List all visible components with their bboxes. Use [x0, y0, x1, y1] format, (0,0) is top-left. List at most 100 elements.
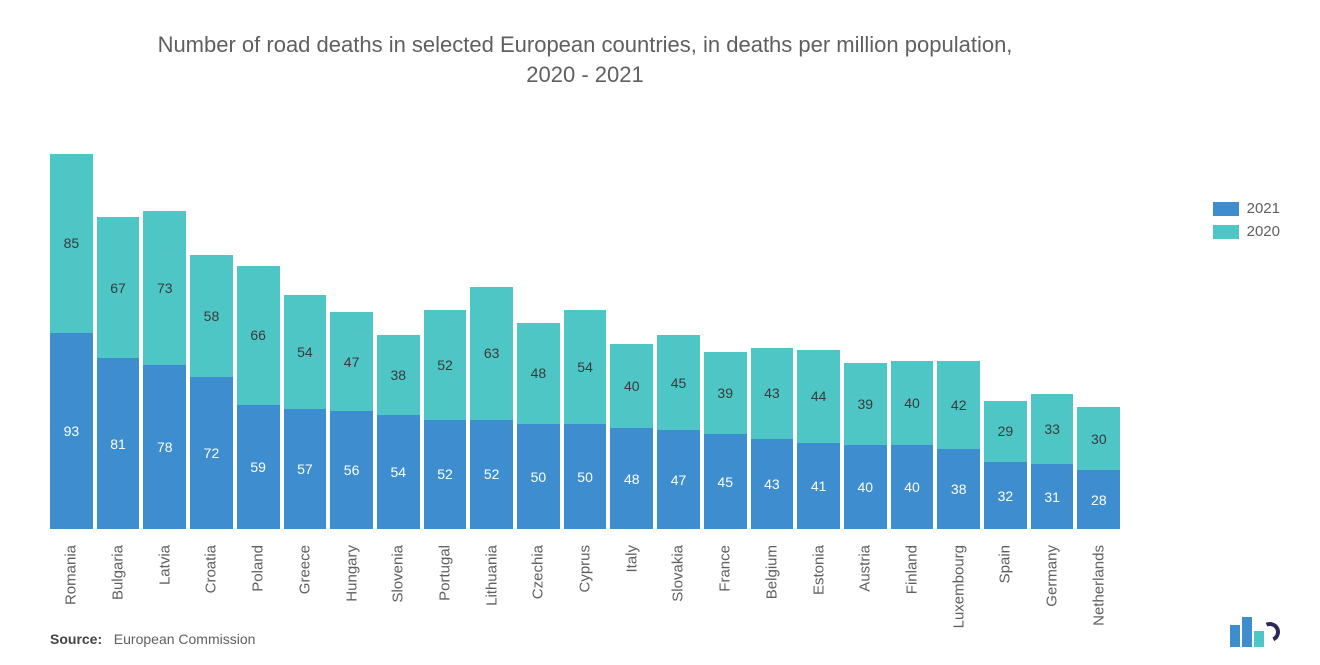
bar-segment-2020: 43: [751, 348, 794, 439]
bar-stack: 4039: [844, 149, 887, 529]
bar-stack: 5252: [424, 149, 467, 529]
chart-container: Number of road deaths in selected Europe…: [0, 0, 1320, 665]
bar-segment-2021: 52: [470, 420, 513, 530]
x-axis-label: Greece: [296, 537, 313, 594]
bar-segment-2021: 57: [284, 409, 327, 529]
bar-group: 5054Cyprus: [564, 149, 607, 529]
bar-segment-2021: 38: [937, 449, 980, 529]
bar-group: 4343Belgium: [751, 149, 794, 529]
bar-group: 5647Hungary: [330, 149, 373, 529]
bar-stack: 4040: [891, 149, 934, 529]
legend-item-2021: 2021: [1213, 200, 1280, 217]
x-axis-label: Italy: [623, 537, 640, 573]
bar-segment-2021: 43: [751, 439, 794, 530]
bar-segment-2021: 52: [424, 420, 467, 530]
brand-logo: [1230, 617, 1280, 647]
bar-stack: 8167: [97, 149, 140, 529]
chart-title: Number of road deaths in selected Europe…: [135, 30, 1035, 89]
x-axis-label: Hungary: [343, 537, 360, 602]
bar-segment-2021: 45: [704, 434, 747, 529]
x-axis-label: Slovenia: [390, 537, 407, 603]
bar-segment-2020: 85: [50, 154, 93, 333]
bar-segment-2020: 33: [1031, 394, 1074, 464]
x-axis-label: Spain: [997, 537, 1014, 583]
bar-stack: 3842: [937, 149, 980, 529]
bar-stack: 5054: [564, 149, 607, 529]
bar-group: 7873Latvia: [143, 149, 186, 529]
bar-group: 5966Poland: [237, 149, 280, 529]
bar-segment-2021: 54: [377, 415, 420, 529]
bar-group: 2830Netherlands: [1077, 149, 1120, 529]
bar-group: 4539France: [704, 149, 747, 529]
bar-stack: 4745: [657, 149, 700, 529]
bar-segment-2020: 38: [377, 335, 420, 415]
bar-segment-2021: 72: [190, 377, 233, 529]
source-prefix: Source:: [50, 631, 102, 647]
bar-segment-2020: 54: [284, 295, 327, 409]
legend-label-2020: 2020: [1247, 223, 1280, 240]
source-text: European Commission: [114, 631, 256, 647]
bar-segment-2020: 44: [797, 350, 840, 443]
bar-segment-2021: 81: [97, 358, 140, 529]
bar-group: 4745Slovakia: [657, 149, 700, 529]
x-axis-label: Estonia: [810, 537, 827, 595]
bar-segment-2021: 50: [564, 424, 607, 530]
x-axis-label: Luxembourg: [950, 537, 967, 628]
bar-segment-2021: 78: [143, 365, 186, 530]
x-axis-label: Latvia: [156, 537, 173, 585]
bar-group: 9385Romania: [50, 149, 93, 529]
bar-group: 5438Slovenia: [377, 149, 420, 529]
bar-group: 7258Croatia: [190, 149, 233, 529]
x-axis-label: Romania: [63, 537, 80, 605]
bar-stack: 4539: [704, 149, 747, 529]
x-axis-label: Slovakia: [670, 537, 687, 602]
bar-plot: 9385Romania8167Bulgaria7873Latvia7258Cro…: [50, 149, 1120, 529]
bar-group: 3842Luxembourg: [937, 149, 980, 529]
bar-segment-2021: 50: [517, 424, 560, 530]
bar-group: 4039Austria: [844, 149, 887, 529]
bar-group: 5754Greece: [284, 149, 327, 529]
bar-group: 3133Germany: [1031, 149, 1074, 529]
bar-segment-2020: 40: [610, 344, 653, 428]
x-axis-label: Lithuania: [483, 537, 500, 606]
bar-group: 3229Spain: [984, 149, 1027, 529]
bar-stack: 5048: [517, 149, 560, 529]
bar-segment-2020: 39: [704, 352, 747, 434]
bar-stack: 5966: [237, 149, 280, 529]
bar-segment-2021: 40: [844, 445, 887, 529]
legend: 2021 2020: [1213, 200, 1280, 246]
legend-label-2021: 2021: [1247, 200, 1280, 217]
bar-stack: 4144: [797, 149, 840, 529]
bar-group: 5252Portugal: [424, 149, 467, 529]
x-axis-label: France: [717, 537, 734, 592]
bar-group: 8167Bulgaria: [97, 149, 140, 529]
bar-stack: 5263: [470, 149, 513, 529]
x-axis-label: Netherlands: [1090, 537, 1107, 626]
bar-segment-2021: 93: [50, 333, 93, 529]
bar-group: 4040Finland: [891, 149, 934, 529]
bar-segment-2020: 58: [190, 255, 233, 377]
x-axis-label: Germany: [1044, 537, 1061, 607]
bar-segment-2020: 52: [424, 310, 467, 420]
bar-stack: 3133: [1031, 149, 1074, 529]
source-line: Source: European Commission: [50, 631, 255, 647]
bar-stack: 7258: [190, 149, 233, 529]
bar-segment-2021: 56: [330, 411, 373, 529]
legend-item-2020: 2020: [1213, 223, 1280, 240]
bar-segment-2020: 42: [937, 361, 980, 450]
bar-segment-2021: 47: [657, 430, 700, 529]
bar-segment-2020: 47: [330, 312, 373, 411]
bar-segment-2020: 29: [984, 401, 1027, 462]
bar-segment-2021: 59: [237, 405, 280, 530]
bar-segment-2020: 39: [844, 363, 887, 445]
x-axis-label: Portugal: [436, 537, 453, 601]
bar-segment-2020: 30: [1077, 407, 1120, 470]
bar-segment-2020: 67: [97, 217, 140, 358]
bar-segment-2021: 41: [797, 443, 840, 530]
logo-bar-icon: [1230, 625, 1240, 647]
bar-segment-2020: 63: [470, 287, 513, 420]
bar-stack: 5754: [284, 149, 327, 529]
x-axis-label: Czechia: [530, 537, 547, 599]
legend-swatch-2021: [1213, 202, 1239, 216]
bar-segment-2020: 73: [143, 211, 186, 365]
